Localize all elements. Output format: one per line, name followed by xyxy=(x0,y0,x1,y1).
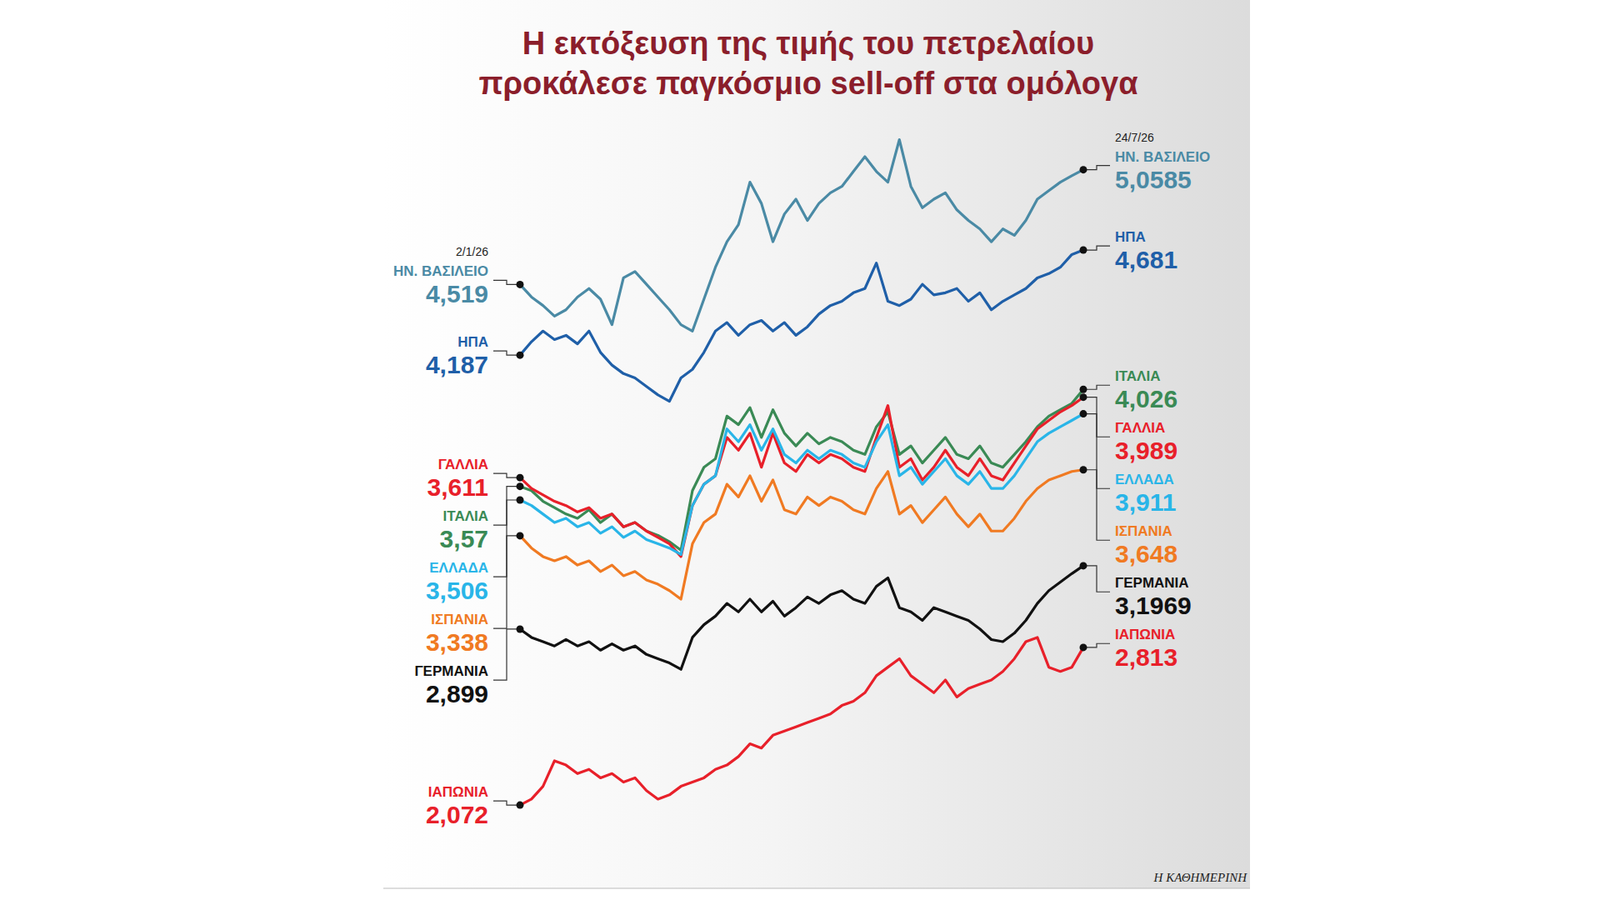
end-dot xyxy=(516,531,525,540)
value-label: 5,0585 xyxy=(1115,165,1192,194)
series-line xyxy=(520,389,1084,550)
end-dot xyxy=(1080,465,1088,474)
series-name: ΗΠΑ xyxy=(1115,229,1146,245)
series-name: ΗΝ. ΒΑΣΙΛΕΙΟ xyxy=(393,263,489,280)
end-dot xyxy=(516,280,525,289)
end-dot xyxy=(1080,246,1088,255)
chart: ΗΝ. ΒΑΣΙΛΕΙΟ4,519ΗΠΑ4,187ΓΑΛΛΙΑ3,611ΙΤΑΛ… xyxy=(0,0,1600,900)
end-dot xyxy=(516,482,525,490)
series-line xyxy=(520,414,1084,555)
end-dot xyxy=(1080,385,1088,394)
leader-line xyxy=(1083,165,1110,170)
series-name: ΙΑΠΩΝΙΑ xyxy=(1115,626,1175,643)
series-line xyxy=(520,250,1084,402)
end-dot xyxy=(516,351,525,360)
value-label: 2,813 xyxy=(1115,643,1178,671)
end-dot xyxy=(1080,410,1088,418)
series-name: ΙΤΑΛΙΑ xyxy=(1115,368,1160,385)
leader-line xyxy=(1083,385,1110,390)
series-name: ΓΕΡΜΑΝΙΑ xyxy=(414,663,489,680)
series-name: ΗΝ. ΒΑΣΙΛΕΙΟ xyxy=(1115,149,1210,165)
series-name: ΙΣΠΑΝΙΑ xyxy=(430,611,489,628)
value-label: 3,648 xyxy=(1115,540,1178,568)
leader-line xyxy=(493,629,520,680)
series-line xyxy=(520,470,1084,600)
end-dot xyxy=(516,495,525,504)
series-name: ΗΠΑ xyxy=(457,334,489,350)
series-name: ΙΣΠΑΝΙΑ xyxy=(1115,523,1173,540)
value-label: 4,026 xyxy=(1115,385,1178,413)
page: ΗΝ. ΒΑΣΙΛΕΙΟ4,519ΗΠΑ4,187ΓΑΛΛΙΑ3,611ΙΤΑΛ… xyxy=(0,0,1600,900)
value-label: 3,57 xyxy=(440,525,489,553)
leader-line xyxy=(493,535,520,629)
end-dot xyxy=(1080,643,1088,651)
series-name: ΓΕΡΜΑΝΙΑ xyxy=(1115,575,1190,591)
date-label: 2/1/26 xyxy=(455,245,489,259)
leader-line xyxy=(1083,565,1110,592)
end-dot xyxy=(1080,393,1088,401)
value-label: 3,911 xyxy=(1115,488,1176,516)
end-dot xyxy=(516,474,525,482)
panel xyxy=(383,0,1250,889)
series-line xyxy=(520,565,1084,670)
end-dot xyxy=(516,625,525,633)
value-label: 4,681 xyxy=(1115,245,1178,274)
value-label: 4,187 xyxy=(425,350,489,379)
value-label: 3,611 xyxy=(427,473,489,501)
end-dot xyxy=(1080,561,1088,570)
value-label: 3,506 xyxy=(425,576,489,605)
series-name: ΕΛΛΑΔΑ xyxy=(1115,471,1175,488)
leader-line xyxy=(1083,470,1110,540)
date-label: 24/7/26 xyxy=(1115,130,1155,145)
leader-line xyxy=(1083,245,1110,250)
bottom-rule xyxy=(383,888,1250,890)
value-label: 2,072 xyxy=(425,800,489,829)
series-line xyxy=(520,140,1084,332)
lines xyxy=(520,140,1084,806)
leader-line xyxy=(493,800,520,805)
end-dot xyxy=(516,801,525,810)
leader-line xyxy=(1083,643,1110,648)
source: Η ΚΑΘΗΜΕΡΙΝΗ xyxy=(1153,870,1249,885)
title: Η εκτόξευση της τιμής του πετρελαίου προ… xyxy=(466,23,1150,104)
series-line xyxy=(520,637,1084,805)
value-label: 3,989 xyxy=(1115,436,1178,465)
series-line xyxy=(520,397,1084,557)
labels: ΗΝ. ΒΑΣΙΛΕΙΟ4,519ΗΠΑ4,187ΓΑΛΛΙΑ3,611ΙΤΑΛ… xyxy=(393,130,1210,829)
leader-line xyxy=(493,473,520,478)
series-name: ΓΑΛΛΙΑ xyxy=(1115,420,1165,436)
series-name: ΕΛΛΑΔΑ xyxy=(429,560,489,576)
series-name: ΙΑΠΩΝΙΑ xyxy=(428,784,489,800)
value-label: 2,899 xyxy=(425,680,489,708)
leader-line xyxy=(493,350,520,355)
series-name: ΓΑΛΛΙΑ xyxy=(438,456,489,473)
value-label: 4,519 xyxy=(425,280,489,308)
value-label: 3,1969 xyxy=(1115,591,1192,620)
end-dot xyxy=(1080,165,1088,174)
leader-line xyxy=(493,280,520,285)
value-label: 3,338 xyxy=(425,628,489,656)
series-name: ΙΤΑΛΙΑ xyxy=(443,508,489,525)
